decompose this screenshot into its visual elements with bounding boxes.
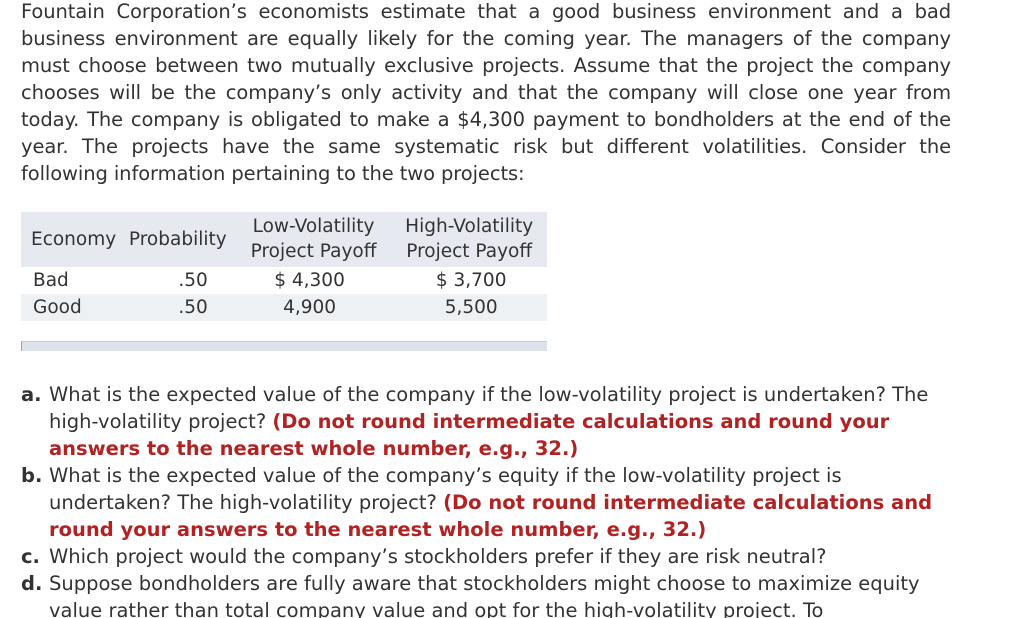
question-d: d. Suppose bondholders are fully aware t… [21, 570, 961, 618]
question-instruction: (Do not round intermediate calculations … [49, 491, 933, 541]
header-low-volatility: Low-Volatility Project Payoff [236, 212, 392, 267]
table-row-bad: Bad .50 $ 4,300 $ 3,700 [21, 267, 547, 294]
question-b: b. What is the expected value of the com… [21, 462, 961, 543]
question-label: b. [21, 464, 43, 487]
table-header-row: Economy Probability Low-Volatility Proje… [21, 212, 547, 267]
question-text: Which project would the company’s stockh… [49, 545, 827, 568]
payoff-table-container: Economy Probability Low-Volatility Proje… [21, 212, 547, 351]
header-high-line2: Project Payoff [406, 241, 533, 262]
cell-probability: .50 [178, 297, 208, 318]
question-list: a. What is the expected value of the com… [21, 381, 961, 618]
header-high-line1: High-Volatility [405, 216, 534, 237]
cell-economy: Bad [33, 270, 69, 291]
problem-intro: Fountain Corporation’s economists estima… [21, 0, 951, 185]
table-row-good: Good .50 4,900 5,500 [21, 294, 547, 321]
question-label: a. [21, 383, 42, 406]
cell-economy: Good [33, 297, 82, 318]
question-label: d. [21, 572, 43, 595]
cell-high-payoff: 5,500 [444, 297, 498, 318]
header-low-line2: Project Payoff [250, 241, 377, 262]
cell-low-payoff: 4,900 [283, 297, 337, 318]
question-text: What is the expected value of the compan… [49, 464, 842, 514]
question-instruction: (Do not round intermediate calculations … [49, 410, 890, 460]
header-economy: Economy [31, 229, 117, 250]
question-text: Suppose bondholders are fully aware that… [49, 572, 920, 618]
table-spacer-row [21, 321, 547, 341]
question-text: What is the expected value of the compan… [49, 383, 929, 433]
header-low-line1: Low-Volatility [252, 216, 375, 237]
cell-low-payoff: $ 4,300 [274, 270, 345, 291]
table-footer-bar [21, 341, 547, 351]
question-c: c. Which project would the company’s sto… [21, 543, 961, 570]
header-probability: Probability [128, 229, 227, 250]
payoff-table: Economy Probability Low-Volatility Proje… [21, 212, 547, 341]
header-high-volatility: High-Volatility Project Payoff [391, 212, 547, 267]
cell-probability: .50 [178, 270, 208, 291]
question-label: c. [21, 545, 40, 568]
cell-high-payoff: $ 3,700 [435, 270, 507, 291]
question-a: a. What is the expected value of the com… [21, 381, 961, 462]
